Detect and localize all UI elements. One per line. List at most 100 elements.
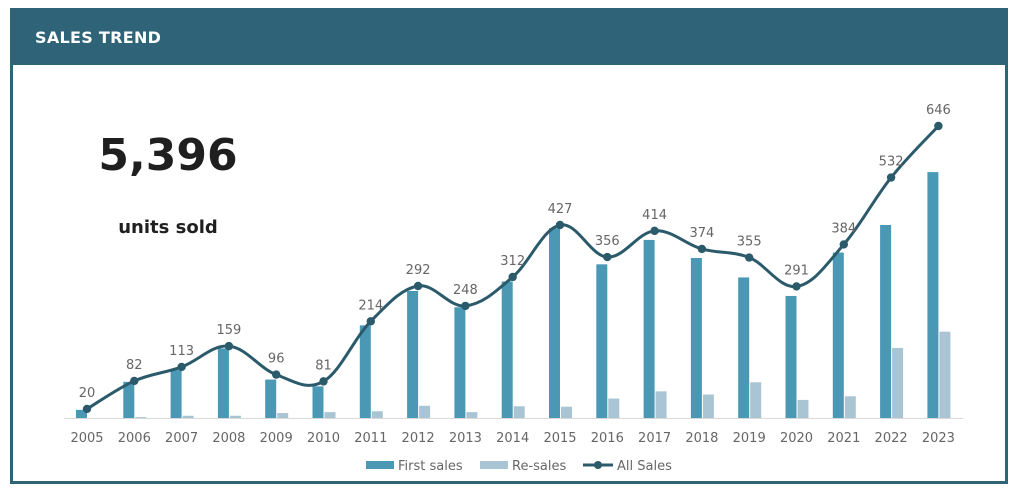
data-label: 248 <box>453 283 478 298</box>
first-sales-bar <box>643 239 655 418</box>
x-tick-label: 2009 <box>260 431 293 446</box>
first-sales-bar <box>738 277 750 418</box>
data-label: 291 <box>784 263 809 278</box>
re-sales-bar <box>702 394 714 418</box>
data-label: 292 <box>406 263 431 278</box>
re-sales-bar <box>844 396 856 418</box>
first-sales-bar <box>501 281 513 418</box>
all-sales-marker <box>555 220 565 230</box>
re-sales-bar <box>939 331 951 418</box>
first-sales-bar <box>123 381 135 418</box>
first-sales-bar <box>170 370 182 418</box>
data-label: 384 <box>831 221 856 236</box>
all-sales-marker <box>461 301 470 311</box>
all-sales-marker <box>366 317 375 326</box>
x-tick-label: 2013 <box>449 431 482 446</box>
all-sales-marker <box>508 272 517 282</box>
data-label: 20 <box>79 386 96 401</box>
first-sales-bar <box>217 348 229 418</box>
data-label: 414 <box>642 208 667 223</box>
all-sales-marker <box>319 377 328 386</box>
first-sales-bar <box>690 257 702 418</box>
first-sales-bar <box>596 264 608 418</box>
legend-all-sales-marker <box>594 461 602 469</box>
re-sales-bar <box>371 411 383 418</box>
re-sales-bar <box>419 405 431 418</box>
data-label: 427 <box>548 202 573 217</box>
x-tick-label: 2022 <box>875 431 908 446</box>
re-sales-bar <box>135 417 147 418</box>
all-sales-marker <box>886 173 896 182</box>
all-sales-marker <box>792 282 801 291</box>
re-sales-bar <box>229 415 241 418</box>
data-label: 81 <box>315 358 332 373</box>
re-sales-bar <box>324 412 336 418</box>
first-sales-bar <box>927 172 939 418</box>
all-sales-marker <box>413 281 423 291</box>
re-sales-bar <box>277 413 289 418</box>
data-label: 374 <box>689 226 714 241</box>
legend-re-sales-swatch <box>480 461 508 469</box>
first-sales-bar <box>359 325 371 418</box>
all-sales-marker <box>130 376 139 386</box>
first-sales-bar <box>76 409 87 418</box>
x-tick-label: 2017 <box>638 431 671 446</box>
legend-first-sales-label: First sales <box>398 459 463 474</box>
x-tick-label: 2015 <box>543 431 576 446</box>
first-sales-bar <box>832 252 844 418</box>
x-tick-label: 2023 <box>922 431 955 446</box>
legend-first-sales-swatch <box>366 461 394 469</box>
data-label: 159 <box>216 323 241 338</box>
all-sales-marker <box>697 244 707 254</box>
first-sales-bar <box>265 379 277 418</box>
data-label: 214 <box>358 298 383 313</box>
data-label: 96 <box>268 352 285 367</box>
x-tick-label: 2019 <box>733 431 766 446</box>
all-sales-marker <box>745 253 754 262</box>
all-sales-marker <box>82 404 92 414</box>
x-tick-label: 2021 <box>827 431 860 446</box>
re-sales-bar <box>655 391 667 418</box>
x-tick-label: 2018 <box>685 431 718 446</box>
data-label: 356 <box>595 234 620 249</box>
re-sales-bar <box>182 415 194 418</box>
card-title: SALES TREND <box>35 28 162 47</box>
re-sales-bar <box>797 399 809 418</box>
x-tick-label: 2008 <box>212 431 245 446</box>
first-sales-bar <box>785 295 797 418</box>
x-tick-label: 2020 <box>780 431 813 446</box>
legend-re-sales-label: Re-sales <box>512 459 566 474</box>
first-sales-bar <box>454 307 466 418</box>
all-sales-marker <box>224 341 234 351</box>
x-tick-label: 2007 <box>165 431 198 446</box>
x-tick-label: 2014 <box>496 431 529 446</box>
re-sales-bar <box>466 412 478 418</box>
re-sales-bar <box>892 347 904 418</box>
data-label: 646 <box>926 103 951 118</box>
first-sales-bar <box>312 386 324 418</box>
all-sales-marker <box>272 370 281 379</box>
x-tick-label: 2011 <box>354 431 387 446</box>
x-tick-label: 2012 <box>402 431 435 446</box>
data-label: 355 <box>737 235 762 250</box>
kpi-total-units: 5,396 <box>98 130 238 181</box>
card-header: SALES TREND <box>13 11 1005 65</box>
re-sales-bar <box>750 382 762 418</box>
x-tick-label: 2010 <box>307 431 340 446</box>
all-sales-marker <box>839 240 848 249</box>
all-sales-marker <box>603 252 612 262</box>
x-tick-label: 2006 <box>118 431 151 446</box>
x-tick-label: 2016 <box>591 431 624 446</box>
first-sales-bar <box>880 224 892 418</box>
all-sales-marker <box>650 226 659 236</box>
data-label: 113 <box>169 344 194 359</box>
all-sales-marker <box>177 362 186 372</box>
data-label: 82 <box>126 358 143 373</box>
kpi-units-label: units sold <box>118 217 218 238</box>
first-sales-bar <box>549 228 560 418</box>
re-sales-bar <box>608 398 620 418</box>
data-label: 312 <box>500 254 525 269</box>
data-label: 532 <box>879 155 904 170</box>
re-sales-bar <box>561 406 572 418</box>
